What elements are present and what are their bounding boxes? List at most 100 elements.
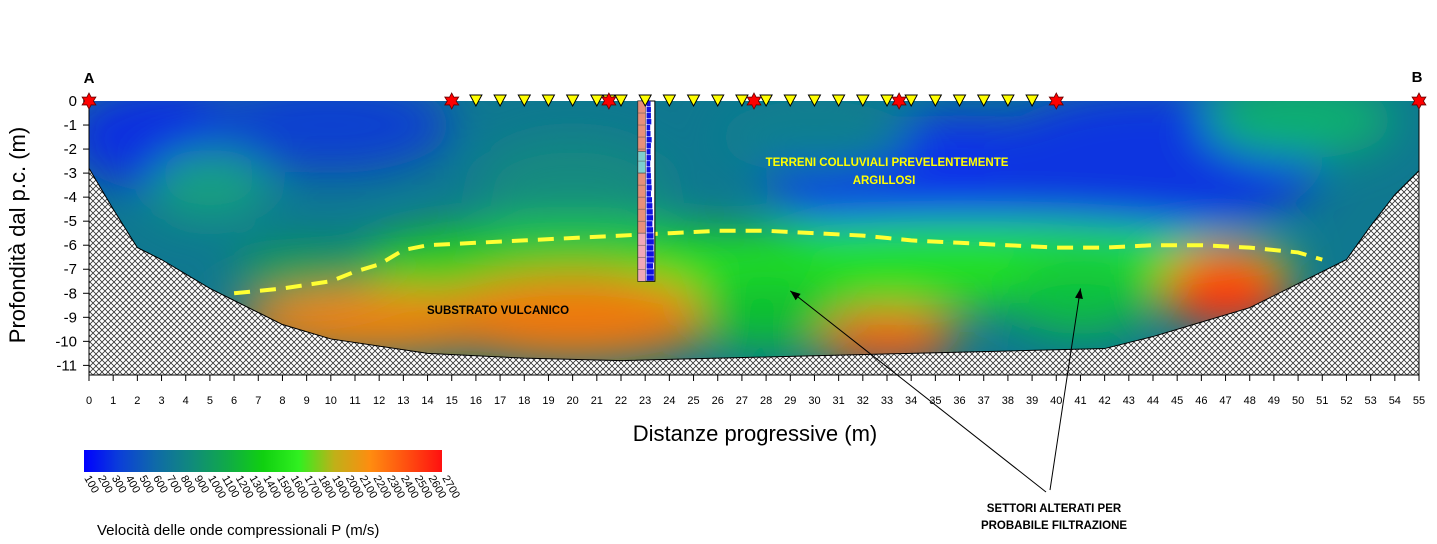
borehole-bar [646,197,653,203]
x-tick-label: 32 [857,395,869,407]
x-tick-label: 11 [349,395,360,407]
y-tick-label: -1 [64,117,77,134]
velocity-blob [717,101,912,174]
borehole-bar [646,221,653,227]
shot-point-marker [601,92,617,110]
x-tick-label: 26 [712,395,724,407]
geophone-marker [952,94,967,108]
x-tick-label: 6 [231,395,237,407]
x-tick-label: 41 [1074,395,1086,407]
velocity-blob [814,310,960,363]
colorbar-tick-labels: 1002003004005006007008009001000110012001… [81,474,462,501]
geophone-marker [759,94,773,108]
borehole-bar [646,101,651,107]
x-tick-label: 22 [615,395,627,407]
y-tick-label: -5 [64,213,77,230]
annotation-upper-unit-line2: ARGILLOSI [853,175,916,187]
geophone-marker [807,94,822,108]
x-tick-label: 48 [1244,395,1256,407]
geophone-marker [614,94,628,108]
x-tick-label: 34 [905,395,917,407]
x-tick-label: 18 [518,395,530,407]
borehole-bar [646,209,653,215]
x-tick-label: 8 [279,395,285,407]
x-tick-label: 0 [86,395,92,407]
borehole-bar [646,161,651,167]
x-tick-label: 52 [1340,395,1352,407]
borehole-bar [646,137,652,143]
annotation-arrow [789,290,1047,493]
x-tick-label: 40 [1050,395,1062,407]
velocity-blob [693,276,839,349]
velocity-field [89,101,1419,375]
x-tick-label: 3 [158,395,164,407]
geophone-marker [686,94,701,108]
x-tick-label: 2 [134,395,140,407]
y-tick-label: -10 [55,333,77,350]
x-tick-label: 54 [1389,395,1401,407]
geophone-marker [1025,94,1039,108]
x-tick-label: 21 [591,395,603,407]
borehole-layer [637,100,646,152]
geophone-marker [976,94,991,108]
borehole-bar [646,155,651,161]
borehole-bar [646,113,651,119]
x-tick-label: 15 [446,395,458,407]
geophone-marker [710,94,725,108]
y-tick-label: -11 [56,357,77,374]
axes: 0 1 2 3 4 5 6 7 8 9 10 11 12 13 14 15 16 17 18 19 20 21 22 23 24… [55,93,1425,407]
geophone-marker [493,94,507,108]
x-tick-label: 31 [833,395,845,407]
borehole-bar [646,269,654,275]
x-tick-label: 50 [1292,395,1304,407]
x-tick-label: 36 [953,395,965,407]
x-tick-label: 23 [639,395,651,407]
velocity-blob [1201,101,1395,159]
x-tick-label: 17 [494,395,506,407]
colorbar-title: Velocità delle onde compressionali P (m/… [97,522,379,539]
geophone-marker [541,94,556,108]
geophone-marker [831,94,846,108]
borehole-bar [646,263,654,269]
x-tick-label: 19 [542,395,554,407]
borehole-log [637,100,656,282]
y-tick-label: 0 [69,93,77,110]
borehole-bar [646,107,651,113]
colorbar-gradient [84,450,442,472]
borehole-bar [646,215,654,221]
borehole-bar [646,143,651,149]
geophone-marker [589,94,604,108]
borehole-bar [646,119,652,125]
geophone-marker [662,94,677,108]
annotation-upper-unit-line1: TERRENI COLLUVIALI PREVELENTEMENTE [766,157,1009,169]
velocity-blob [209,101,452,174]
x-tick-label: 35 [929,395,941,407]
borehole-bar [646,179,652,185]
borehole-bar [646,239,654,245]
y-tick-label: -2 [64,141,77,158]
x-tick-label: 25 [687,395,699,407]
shot-point-marker [891,92,907,110]
geophone-marker [783,94,798,108]
survey-markers [81,92,1427,110]
borehole-layer [637,151,646,174]
x-tick-label: 12 [373,395,385,407]
x-tick-label: 45 [1171,395,1183,407]
x-tick-label: 47 [1219,395,1231,407]
x-tick-label: 55 [1413,395,1425,407]
x-tick-label: 42 [1099,395,1111,407]
x-tick-label: 13 [397,395,409,407]
shot-point-marker [746,92,762,110]
shot-point-marker [1411,92,1427,110]
borehole-bar [646,173,651,179]
geophone-marker [735,94,749,108]
x-tick-label: 29 [784,395,796,407]
geophone-marker [469,94,483,108]
y-tick-label: -3 [64,165,77,182]
x-tick-label: 53 [1365,395,1377,407]
x-tick-label: 28 [760,395,772,407]
x-tick-label: 49 [1268,395,1280,407]
x-tick-label: 7 [255,395,261,407]
geophone-marker [1001,94,1015,108]
borehole-bar [646,149,651,155]
